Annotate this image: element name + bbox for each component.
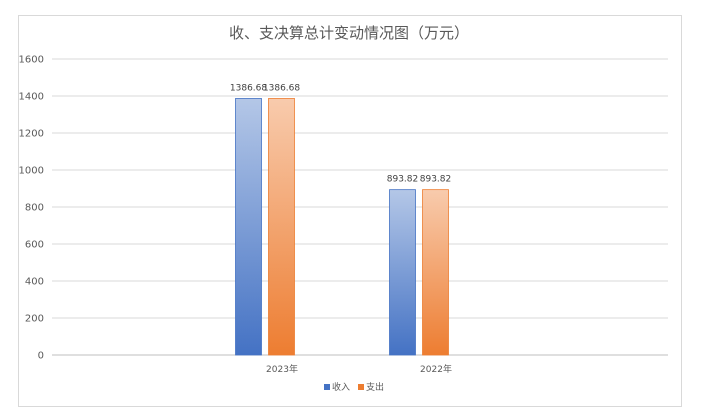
legend: 收入 支出 (324, 381, 384, 393)
chart-title: 收、支决算总计变动情况图（万元） (229, 24, 469, 42)
y-tick-label: 1000 (19, 166, 44, 177)
x-tick-label: 2023年 (266, 363, 298, 375)
data-label: 1386.68 (263, 83, 300, 93)
y-tick-label: 0 (38, 351, 44, 362)
bars (235, 98, 449, 356)
x-axis: 2023年 2022年 (266, 363, 452, 375)
bar-income-0 (235, 98, 262, 356)
data-label: 893.82 (420, 175, 452, 185)
data-label: 1386.68 (230, 83, 267, 93)
data-label: 893.82 (387, 175, 419, 185)
bar-expense-0 (268, 98, 295, 356)
legend-label: 支出 (366, 381, 384, 393)
y-tick-label: 1400 (19, 92, 44, 103)
y-tick-label: 600 (25, 240, 44, 251)
x-tick-label: 2022年 (420, 363, 452, 375)
bar-income-1 (389, 189, 416, 356)
y-tick-label: 800 (25, 203, 44, 214)
legend-swatch (324, 384, 330, 390)
y-tick-label: 200 (25, 314, 44, 325)
y-tick-label: 1200 (19, 129, 44, 140)
legend-swatch (358, 384, 364, 390)
y-tick-label: 400 (25, 277, 44, 288)
y-tick-label: 1600 (19, 55, 44, 66)
gridlines (52, 58, 668, 356)
y-axis: 0 200 400 600 800 1000 1200 1400 1600 (19, 55, 44, 362)
legend-label: 收入 (332, 381, 350, 393)
bar-expense-1 (422, 189, 449, 356)
chart-frame (18, 15, 682, 407)
